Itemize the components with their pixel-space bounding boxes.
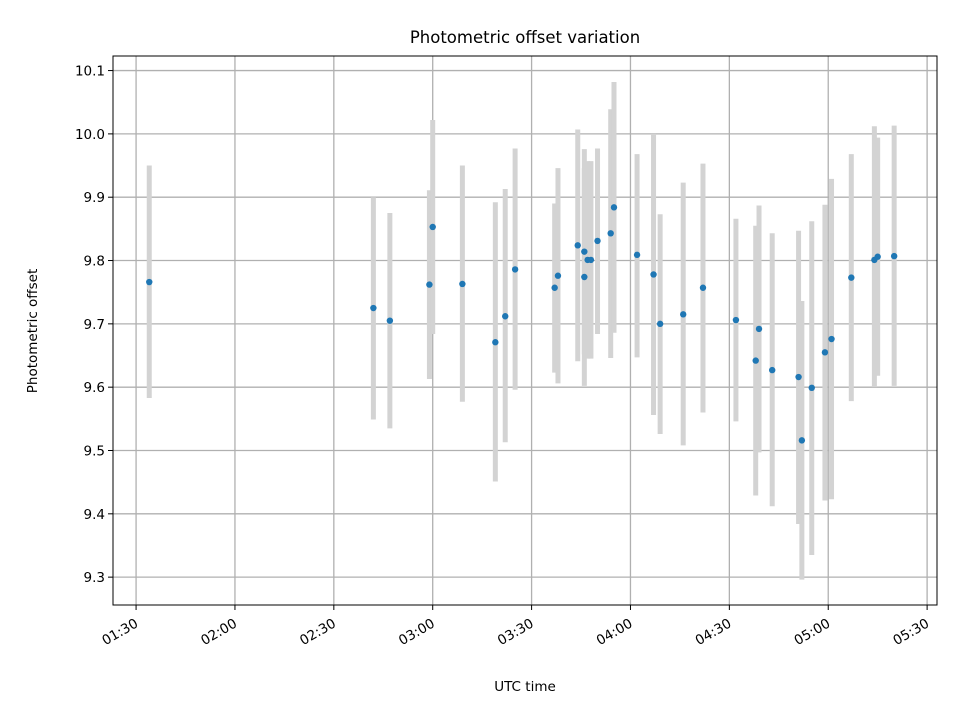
y-tick-label: 10.1	[75, 64, 105, 80]
data-point	[732, 316, 740, 324]
data-point	[769, 366, 776, 374]
x-axis-label: UTC time	[494, 679, 556, 695]
data-point	[848, 274, 855, 281]
chart-title: Photometric offset variation	[410, 28, 640, 47]
data-point	[828, 335, 835, 343]
data-point	[587, 256, 595, 264]
data-point	[795, 373, 802, 381]
data-point	[656, 320, 664, 328]
y-tick-label: 9.6	[84, 380, 105, 396]
data-point	[874, 253, 881, 260]
data-point	[755, 325, 763, 333]
data-point	[581, 248, 588, 255]
y-axis-ticks: 9.3 9.4 9.5 9.6 9.7 9.8 9.9 10.0 10.1	[75, 64, 113, 586]
data-point	[798, 437, 806, 444]
data-point	[607, 230, 614, 237]
data-point	[459, 280, 466, 288]
data-point	[581, 273, 588, 281]
data-point	[610, 204, 618, 211]
data-point	[821, 349, 829, 356]
data-point	[551, 284, 558, 291]
y-tick-label: 9.8	[84, 254, 105, 270]
y-tick-label: 9.9	[84, 190, 105, 206]
data-point	[492, 339, 499, 346]
y-tick-label: 10.0	[75, 127, 105, 143]
y-tick-label: 9.7	[84, 317, 105, 333]
data-point	[511, 266, 519, 273]
data-point	[890, 252, 898, 260]
data-point	[808, 384, 815, 392]
data-point	[699, 284, 707, 291]
data-point	[502, 313, 509, 320]
data-point	[146, 278, 153, 286]
data-point	[429, 223, 436, 231]
data-point	[574, 242, 581, 249]
y-tick-label: 9.3	[84, 570, 105, 586]
data-points	[146, 204, 898, 444]
y-axis-label: Photometric offset	[25, 269, 41, 393]
data-point	[426, 281, 433, 288]
data-point	[752, 357, 759, 364]
y-tick-label: 9.5	[84, 443, 105, 459]
data-point	[594, 237, 601, 245]
data-point	[633, 251, 641, 259]
data-point	[370, 304, 377, 312]
data-point	[386, 317, 394, 324]
data-point	[554, 272, 562, 279]
plot-frame	[112, 55, 938, 606]
data-point	[650, 271, 657, 278]
data-point	[680, 311, 687, 318]
y-tick-label: 9.4	[84, 507, 105, 523]
